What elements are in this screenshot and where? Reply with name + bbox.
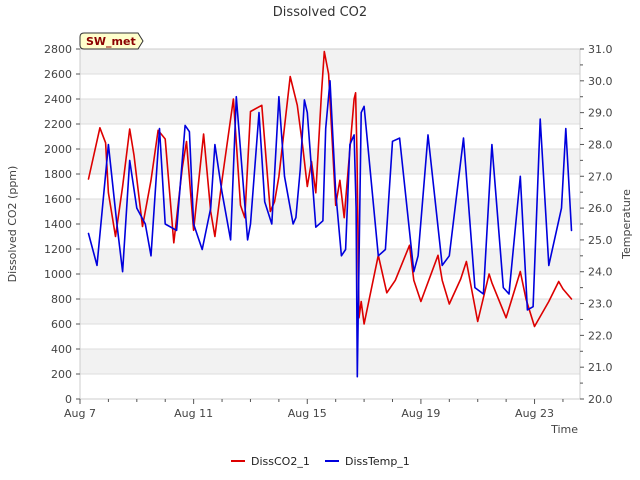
series-line-temp [87, 80, 573, 378]
x-tick-label: Aug 19 [401, 407, 440, 420]
y-tick-label: 2400 [44, 93, 72, 106]
y2-tick-label: 24.0 [588, 266, 613, 279]
y2-tick-label: 25.0 [588, 234, 613, 247]
y2-tick-label: 29.0 [588, 107, 613, 120]
y-tick-label: 1200 [44, 243, 72, 256]
x-axis-ticks: Aug 7 Aug 11 Aug 15 Aug 19 Aug 23 [64, 399, 564, 420]
station-label: SW_met [86, 35, 136, 48]
y-tick-label: 800 [51, 293, 72, 306]
y2-tick-label: 28.0 [588, 138, 613, 151]
y2-tick-label: 31.0 [588, 43, 613, 56]
y2-tick-label: 20.0 [588, 393, 613, 406]
legend: DissCO2_1 DissTemp_1 [231, 455, 410, 468]
y-tick-label: 1600 [44, 193, 72, 206]
y2-tick-label: 22.0 [588, 329, 613, 342]
y-tick-label: 2600 [44, 68, 72, 81]
y-tick-label: 400 [51, 343, 72, 356]
y-axis-left-title: Dissolved CO2 (ppm) [6, 166, 19, 283]
y-tick-label: 0 [65, 393, 72, 406]
y-axis-left-ticks: 0 200 400 600 800 1000 1200 1400 1600 1800 2000 220… [44, 43, 80, 406]
series-line-co2 [87, 50, 573, 328]
x-tick-label: Aug 23 [515, 407, 554, 420]
y2-tick-label: 21.0 [588, 361, 613, 374]
y2-tick-label: 30.0 [588, 75, 613, 88]
x-tick-label: Aug 7 [64, 407, 96, 420]
y-tick-label: 200 [51, 368, 72, 381]
y-axis-right-ticks: 20.0 21.0 22.0 23.0 24.0 25.0 26.0 27.0 28.0 29.0… [580, 43, 613, 406]
background-band [80, 49, 580, 74]
chart-title: Dissolved CO2 [273, 5, 367, 20]
x-axis-title: Time [550, 423, 578, 436]
background-band [80, 149, 580, 174]
y-tick-label: 2200 [44, 118, 72, 131]
y-tick-label: 1800 [44, 168, 72, 181]
station-badge-box [79, 32, 144, 50]
y2-tick-label: 23.0 [588, 298, 613, 311]
y-tick-label: 2000 [44, 143, 72, 156]
background-band [80, 299, 580, 324]
y-axis-right-title: Temperature [620, 189, 633, 260]
y-tick-label: 2800 [44, 43, 72, 56]
legend-label-co2: DissCO2_1 [251, 455, 310, 468]
x-tick-label: Aug 11 [174, 407, 213, 420]
legend-label-temp: DissTemp_1 [345, 455, 410, 468]
y-tick-label: 600 [51, 318, 72, 331]
y2-tick-label: 26.0 [588, 202, 613, 215]
background-band [80, 249, 580, 274]
y-tick-label: 1000 [44, 268, 72, 281]
station-badge: SW_met [79, 32, 144, 50]
x-tick-label: Aug 15 [288, 407, 327, 420]
series-lines [87, 50, 573, 378]
background-band [80, 349, 580, 374]
y2-tick-label: 27.0 [588, 170, 613, 183]
y-tick-label: 1400 [44, 218, 72, 231]
